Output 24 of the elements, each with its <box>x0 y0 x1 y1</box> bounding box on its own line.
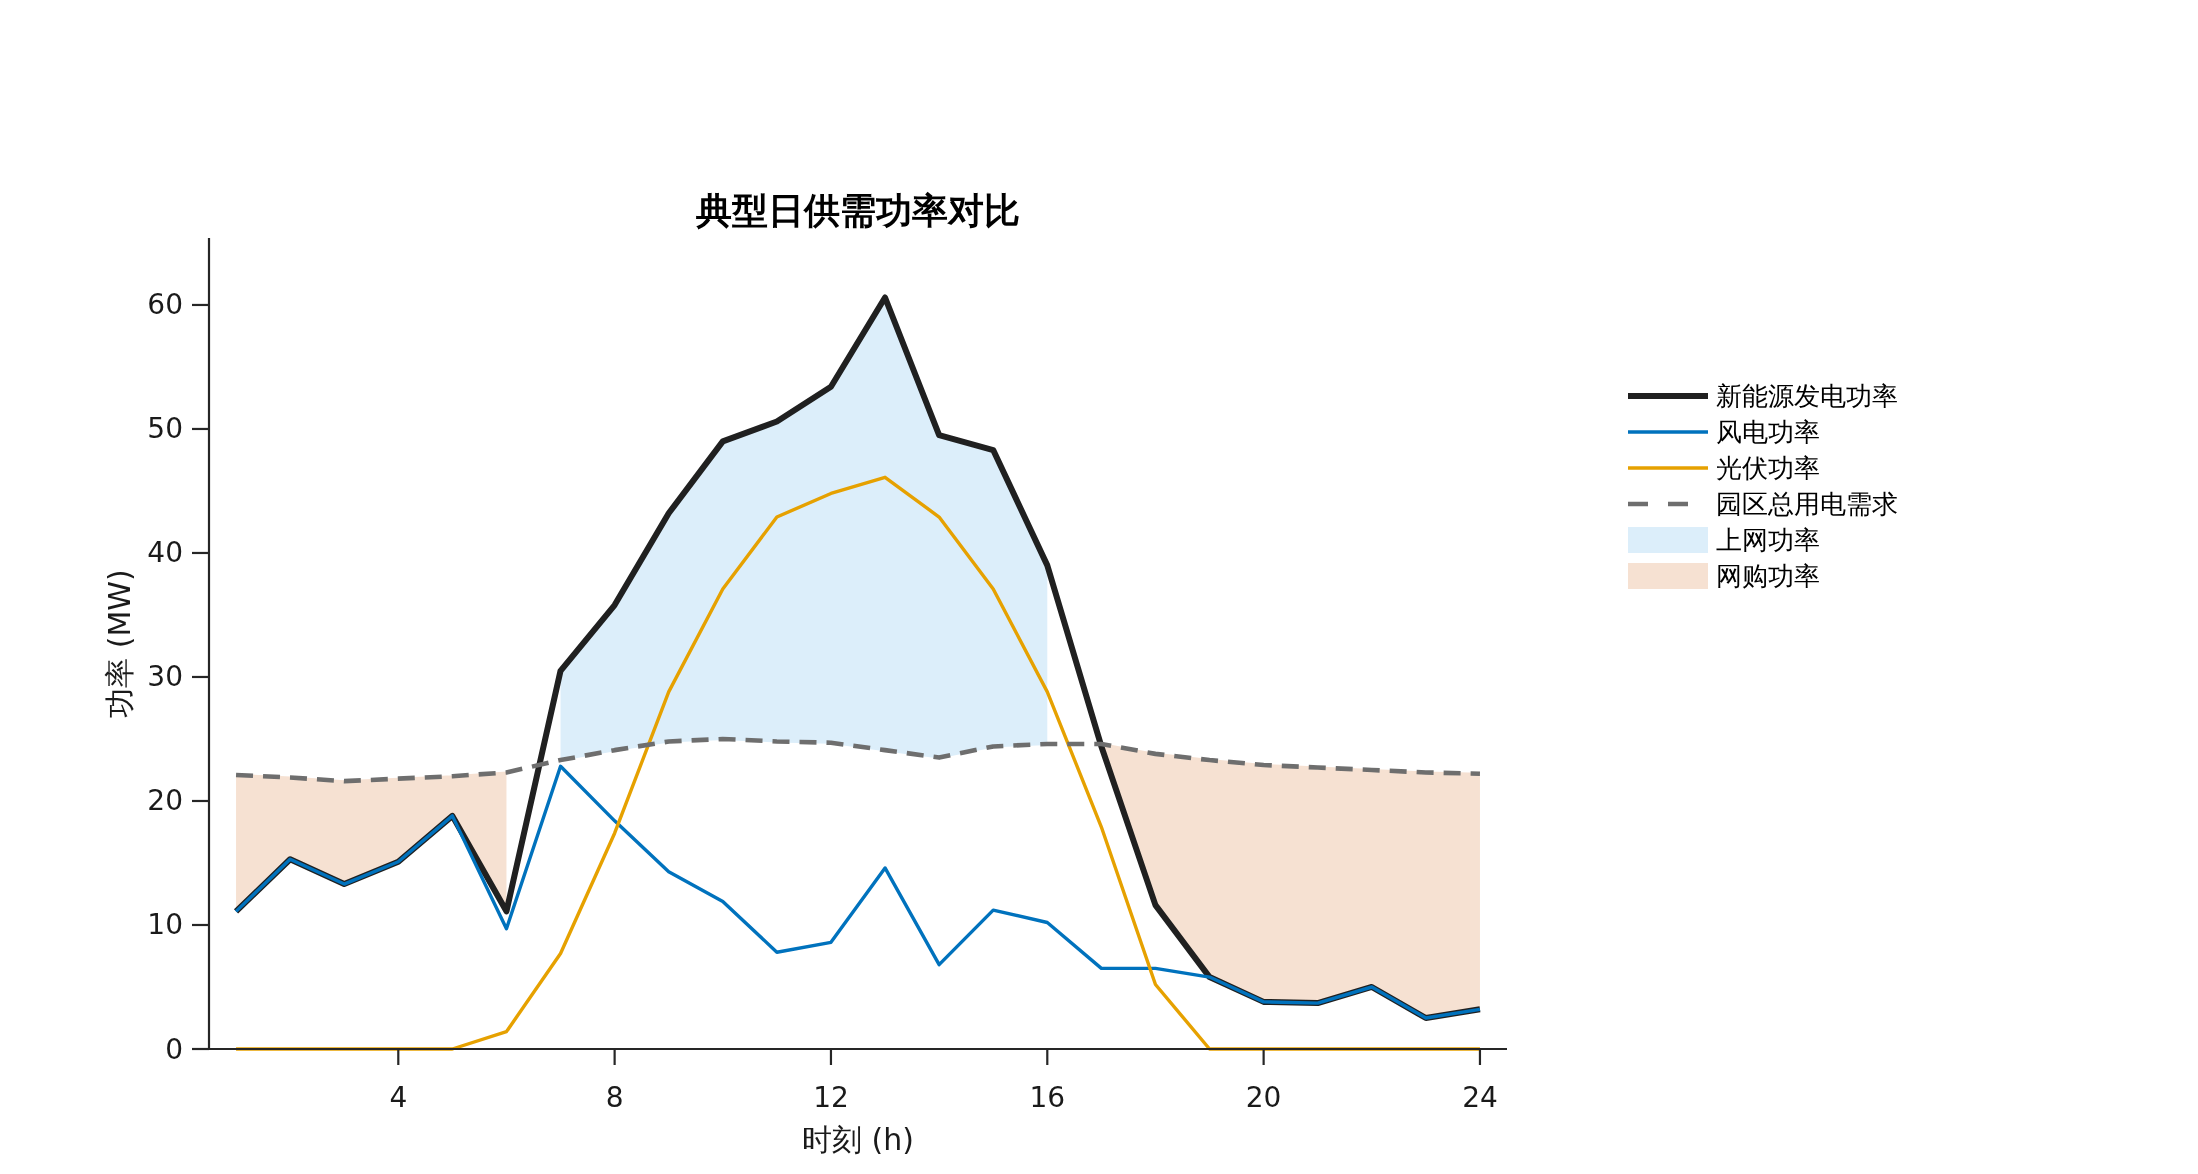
legend-label: 新能源发电功率 <box>1716 381 1898 411</box>
legend-label: 上网功率 <box>1716 525 1820 555</box>
y-tick-label: 0 <box>165 1032 183 1066</box>
x-tick-label: 4 <box>389 1080 408 1114</box>
y-tick-label: 60 <box>147 288 183 322</box>
x-tick-label: 16 <box>1029 1080 1066 1114</box>
line-series <box>234 475 1482 1051</box>
x-tick-label: 20 <box>1245 1080 1282 1114</box>
line-series <box>233 736 1483 784</box>
x-tick-label: 24 <box>1462 1080 1498 1114</box>
y-tick-label: 40 <box>147 536 183 570</box>
y-axis-title: 功率 (MW) <box>101 569 137 718</box>
legend-label: 网购功率 <box>1716 561 1820 591</box>
y-tick-label: 50 <box>147 412 183 446</box>
x-tick-label: 8 <box>605 1080 624 1114</box>
legend-label: 园区总用电需求 <box>1716 489 1898 519</box>
x-axis-title: 时刻 (h) <box>802 1121 914 1157</box>
chart-title: 典型日供需功率对比 <box>695 189 1020 231</box>
y-tick-label: 20 <box>147 784 183 818</box>
legend-label: 光伏功率 <box>1716 453 1820 483</box>
y-tick-label: 10 <box>147 908 183 942</box>
x-tick-label: 12 <box>813 1080 849 1114</box>
y-tick-label: 30 <box>147 660 183 694</box>
legend-label: 风电功率 <box>1716 417 1820 447</box>
